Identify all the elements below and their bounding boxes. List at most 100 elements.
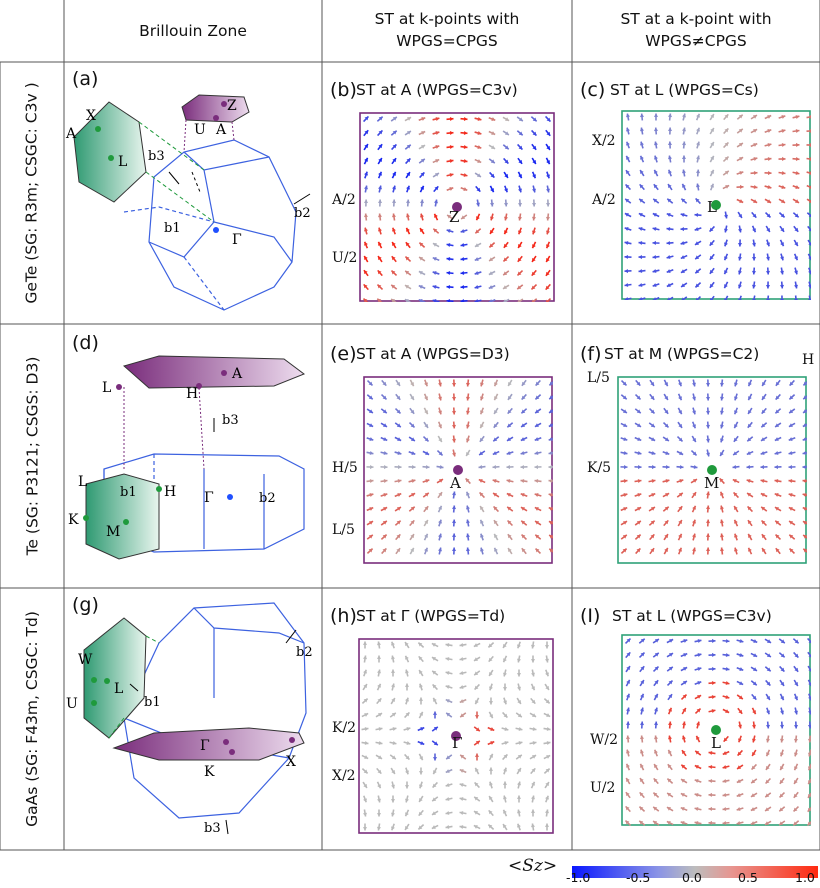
- spin-arrow-head: [780, 653, 785, 658]
- spin-arrow-head: [362, 812, 368, 817]
- spin-arrow-head: [503, 713, 508, 718]
- spin-arrow-head: [724, 114, 729, 119]
- spin-arrow: [806, 157, 811, 160]
- spin-arrow-head: [532, 145, 537, 150]
- spin-arrow-head: [531, 216, 537, 221]
- spin-arrow-head: [363, 213, 369, 218]
- bz-label-a: A: [231, 366, 243, 382]
- spin-arrow-head: [433, 770, 437, 775]
- spin-arrow-head: [391, 641, 395, 646]
- spin-arrow-head: [719, 382, 725, 387]
- bz-face-m: [85, 473, 160, 560]
- spin-arrow-head: [535, 548, 540, 553]
- spin-arrow-head: [489, 714, 493, 719]
- spin-arrow-head: [760, 464, 765, 470]
- spin-arrow-head: [696, 721, 701, 726]
- spin-arrow-head: [392, 171, 396, 176]
- center-label-a-e: A: [450, 474, 461, 492]
- spin-arrow-head: [424, 410, 428, 415]
- spin-arrow-head: [363, 227, 368, 232]
- spin-arrow-head: [465, 424, 470, 429]
- spin-arrow-head: [488, 285, 493, 289]
- spin-arrow-head: [665, 451, 670, 455]
- spin-arrow-head: [405, 242, 410, 247]
- spin-arrow-head: [490, 229, 494, 234]
- spin-arrow-head: [664, 395, 668, 400]
- spin-arrow-head: [653, 127, 659, 132]
- spin-arrow-head: [376, 669, 382, 674]
- spin-arrow-head: [545, 202, 551, 207]
- spin-arrow-head: [667, 141, 673, 146]
- spin-arrow-head: [520, 437, 525, 441]
- spin-arrow-head: [722, 751, 727, 755]
- spin-arrow-head: [418, 811, 423, 816]
- spin-arrow-head: [490, 159, 495, 164]
- spin-arrow-head: [544, 658, 550, 663]
- spin-arrow-head: [624, 297, 629, 300]
- spin-arrow-head: [507, 423, 512, 428]
- spin-arrow-head: [724, 256, 728, 261]
- spin-arrow-head: [424, 437, 429, 442]
- spin-arrow-head: [502, 687, 508, 691]
- spin-arrow-head: [638, 268, 643, 274]
- spin-arrow-head: [625, 127, 630, 132]
- spin-arrow-head: [377, 698, 382, 703]
- spin-arrow-head: [517, 285, 522, 290]
- bz-label-h: H: [164, 484, 176, 500]
- bz-diagram-te: L A H L H Γ K M b3 b1 b2: [68, 355, 306, 560]
- spin-arrow-head: [695, 269, 700, 274]
- spin-arrow-head: [474, 257, 479, 261]
- spin-arrow-head: [503, 754, 508, 759]
- spin-arrow-head: [664, 437, 669, 441]
- spin-arrow-head: [406, 158, 411, 163]
- spin-arrow-head: [405, 812, 409, 817]
- spin-arrow-head: [775, 548, 780, 553]
- spin-arrow-head: [766, 752, 770, 757]
- spin-arrow-head: [793, 298, 799, 300]
- spin-arrow-head: [532, 257, 536, 262]
- spin-arrow-head: [376, 798, 382, 803]
- spin-arrow-head: [405, 199, 411, 204]
- spin-arrow-head: [751, 270, 757, 275]
- header-col2-line1: ST at k-points with: [374, 10, 520, 28]
- spin-arrow-head: [418, 825, 423, 830]
- spin-arrow-head: [794, 667, 799, 672]
- spin-arrow-head: [418, 285, 423, 289]
- spin-arrow-head: [653, 735, 659, 740]
- spin-arrow-head: [640, 707, 645, 712]
- spin-arrow-head: [420, 185, 424, 190]
- spin-arrow-head: [518, 230, 522, 235]
- spin-arrow-head: [445, 783, 450, 787]
- spin-arrow-head: [654, 169, 658, 174]
- spin-arrow-head: [363, 684, 367, 689]
- spin-arrow-head: [378, 713, 383, 717]
- spin-arrow-head: [654, 155, 658, 160]
- spin-arrow-head: [438, 479, 443, 483]
- bz-vec-b2: b2: [259, 491, 276, 506]
- spin-arrow-head: [664, 520, 669, 525]
- spin-arrow-head: [410, 520, 415, 525]
- spin-arrow-head: [793, 724, 799, 729]
- spin-arrow-head: [545, 188, 551, 193]
- spin-arrow-head: [532, 713, 537, 717]
- spin-arrow-head: [363, 698, 368, 703]
- spin-arrow-head: [667, 155, 673, 160]
- spin-arrow-head: [739, 681, 744, 685]
- row-label-te: Te (SG: P3121; CSGS: D3): [20, 326, 44, 586]
- spin-arrow-head: [678, 547, 682, 552]
- spin-arrow-head: [461, 215, 466, 220]
- spin-arrow-head: [548, 521, 553, 525]
- spin-arrow-head: [503, 767, 507, 772]
- spin-arrow-head: [476, 173, 481, 177]
- spin-arrow-head: [548, 423, 553, 427]
- spin-arrow-head: [781, 142, 786, 148]
- spin-arrow-head: [710, 183, 714, 188]
- spin-arrow-head: [446, 284, 451, 290]
- spin-arrow-head: [518, 243, 522, 248]
- spin-arrow-head: [411, 493, 416, 497]
- spin-arrow-head: [624, 254, 629, 260]
- spin-arrow-head: [639, 198, 644, 203]
- spin-arrow-head: [392, 130, 397, 135]
- spin-arrow-head: [680, 213, 685, 217]
- spin-arrow-head: [531, 686, 535, 691]
